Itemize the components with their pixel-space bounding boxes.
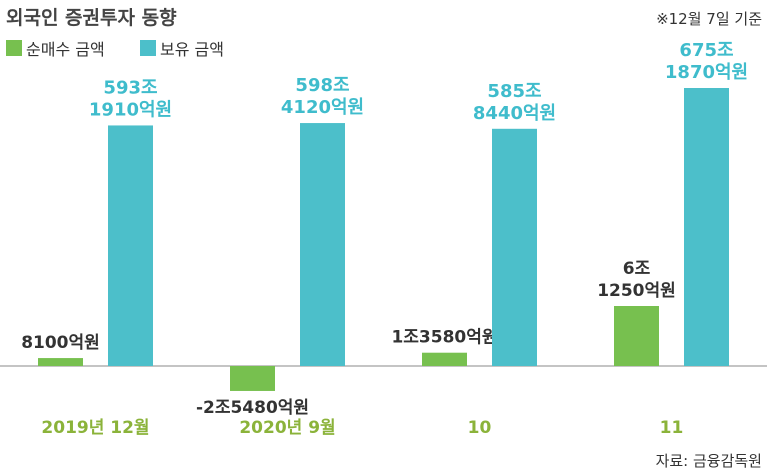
bar-hold-3: [684, 88, 729, 366]
bar-hold-1: [300, 123, 345, 366]
label-hold-2-line: 585조: [487, 81, 541, 102]
bar-net-0: [38, 358, 83, 366]
legend-swatch-net: [6, 40, 22, 56]
label-hold-1-line: 4120억원: [281, 97, 364, 118]
label-net-3-line: 6조: [623, 259, 651, 279]
bars-group: 8100억원 593조 1910억원 2019년 12월 -2조5480억원 598조 41…: [21, 40, 748, 438]
label-net-1: -2조5480억원: [196, 398, 309, 418]
label-net-3-line: 1250억원: [597, 281, 676, 301]
label-hold-1-line: 598조: [295, 75, 349, 96]
note: ※12월 7일 기준: [656, 10, 762, 28]
label-net-3: 6조 1250억원: [597, 259, 676, 301]
label-net-2-line: 1조3580억원: [391, 328, 497, 348]
category-label-2: 10: [468, 418, 492, 438]
category-label-0: 2019년 12월: [41, 418, 149, 438]
label-hold-2-line: 8440억원: [473, 103, 556, 124]
legend: 순매수 금액 보유 금액: [6, 40, 224, 59]
label-hold-3-line: 675조: [679, 40, 733, 61]
label-hold-3-line: 1870억원: [665, 62, 748, 83]
label-net-2: 1조3580억원: [391, 328, 497, 348]
label-net-0-line: 8100억원: [21, 333, 100, 353]
category-label-1: 2020년 9월: [239, 418, 335, 438]
legend-swatch-hold: [140, 40, 156, 56]
legend-label-net: 순매수 금액: [26, 40, 105, 59]
source-note: 자료: 금융감독원: [656, 452, 762, 470]
legend-label-hold: 보유 금액: [160, 40, 224, 59]
bar-hold-0: [108, 125, 153, 366]
label-hold-1: 598조 4120억원: [281, 75, 364, 118]
label-hold-0-line: 593조: [103, 77, 157, 98]
bar-net-1: [230, 366, 275, 391]
label-net-0: 8100억원: [21, 333, 100, 353]
bar-hold-2: [492, 128, 537, 366]
label-hold-3: 675조 1870억원: [665, 40, 748, 83]
label-hold-0: 593조 1910억원: [89, 77, 172, 120]
label-hold-0-line: 1910억원: [89, 99, 172, 120]
label-hold-2: 585조 8440억원: [473, 81, 556, 124]
bar-net-3: [614, 306, 659, 366]
bar-net-2: [422, 352, 467, 366]
chart-title: 외국인 증권투자 동향: [6, 7, 177, 29]
label-net-1-line: -2조5480억원: [196, 398, 309, 418]
category-label-3: 11: [660, 418, 684, 438]
